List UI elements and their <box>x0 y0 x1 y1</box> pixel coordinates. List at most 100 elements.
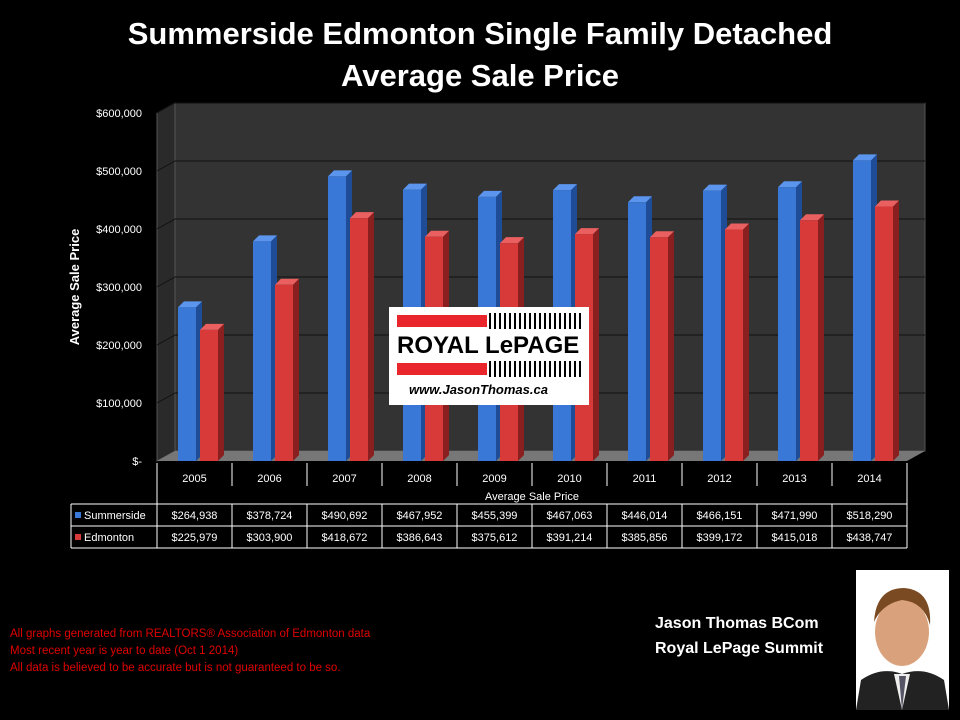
bar-side <box>293 278 299 461</box>
data-cell: $467,952 <box>397 510 443 522</box>
bar-summerside-2011 <box>628 202 646 461</box>
y-tick-label: $400,000 <box>96 224 142 236</box>
x-tick-label: 2007 <box>332 473 356 485</box>
gridline <box>156 276 925 288</box>
logo-url: www.JasonThomas.ca <box>409 382 548 397</box>
data-cell: $490,692 <box>322 510 368 522</box>
y-tick-label: $200,000 <box>96 340 142 352</box>
bar-side <box>668 231 674 461</box>
logo-barcode-top <box>489 313 583 329</box>
data-cell: $455,399 <box>472 510 518 522</box>
x-tick-label: 2008 <box>407 473 431 485</box>
x-tick-label: 2010 <box>557 473 581 485</box>
royal-lepage-logo: ROYAL LePAGE www.JasonThomas.ca <box>389 307 589 405</box>
bar-side <box>893 200 899 461</box>
data-cell: $264,938 <box>172 510 218 522</box>
bar-top <box>425 230 449 237</box>
bar-summerside-2014 <box>853 160 871 462</box>
note-1: All graphs generated from REALTORS® Asso… <box>10 628 371 640</box>
bar-top <box>403 183 427 190</box>
x-tick-label: 2013 <box>782 473 806 485</box>
note-3: All data is believed to be accurate but … <box>10 662 341 674</box>
agent-photo <box>856 570 949 710</box>
bar-top <box>725 223 749 230</box>
x-axis-label: Average Sale Price <box>485 491 579 503</box>
bar-top <box>500 237 524 244</box>
gridline <box>156 160 925 172</box>
bar-top <box>478 190 502 197</box>
x-tick-label: 2005 <box>182 473 206 485</box>
y-tick-label: $600,000 <box>96 108 142 120</box>
bar-top <box>200 323 224 330</box>
data-cell: $518,290 <box>847 510 893 522</box>
bar-top <box>875 200 899 207</box>
bar-edmonton-2007 <box>350 218 368 461</box>
logo-red-bar-top <box>397 315 487 327</box>
bar-edmonton-2013 <box>800 220 818 461</box>
data-cell: $225,979 <box>172 532 218 544</box>
logo-brand: ROYAL LePAGE <box>397 332 580 359</box>
y-axis-label: Average Sale Price <box>67 229 82 346</box>
legend-label: Summerside <box>84 510 146 522</box>
data-cell: $386,643 <box>397 532 443 544</box>
data-cell: $399,172 <box>697 532 743 544</box>
bar-summerside-2006 <box>253 241 271 461</box>
bar-top <box>650 231 674 238</box>
agent-name: Jason Thomas BCom <box>655 615 819 632</box>
bar-top <box>328 170 352 177</box>
bar-edmonton-2012 <box>725 229 743 461</box>
note-2: Most recent year is year to date (Oct 1 … <box>10 645 239 657</box>
chart-subtitle: Average Sale Price <box>340 58 620 93</box>
data-cell: $391,214 <box>547 532 593 544</box>
y-tick-label: $300,000 <box>96 282 142 294</box>
data-cell: $385,856 <box>622 532 668 544</box>
bar-top <box>800 214 824 221</box>
data-cell: $446,014 <box>622 510 668 522</box>
bar-summerside-2012 <box>703 190 721 461</box>
data-cell: $375,612 <box>472 532 518 544</box>
bar-summerside-2005 <box>178 307 196 461</box>
bar-side <box>818 214 824 461</box>
legend-swatch <box>75 534 81 540</box>
bar-top <box>553 184 577 191</box>
data-cell: $415,018 <box>772 532 818 544</box>
logo-red-bar-bottom <box>397 363 487 375</box>
bar-edmonton-2005 <box>200 329 218 461</box>
data-cell: $303,900 <box>247 532 293 544</box>
x-tick-label: 2006 <box>257 473 281 485</box>
bar-top <box>853 154 877 161</box>
data-cell: $418,672 <box>322 532 368 544</box>
legend-swatch <box>75 512 81 518</box>
data-cell: $467,063 <box>547 510 593 522</box>
gridline <box>156 102 925 114</box>
bar-top <box>178 301 202 308</box>
legend-label: Edmonton <box>84 532 134 544</box>
bar-top <box>575 228 599 235</box>
gridline <box>156 334 925 346</box>
x-tick-label: 2014 <box>857 473 881 485</box>
bar-summerside-2013 <box>778 187 796 462</box>
bar-top <box>350 212 374 219</box>
bar-top <box>628 196 652 203</box>
bar-edmonton-2006 <box>275 284 293 461</box>
bar-side <box>593 228 599 461</box>
bar-top <box>778 181 802 188</box>
bar-side <box>218 323 224 461</box>
bar-edmonton-2011 <box>650 237 668 461</box>
gridline <box>156 218 925 230</box>
x-tick-label: 2012 <box>707 473 731 485</box>
x-tick-label: 2009 <box>482 473 506 485</box>
agent-company: Royal LePage Summit <box>655 640 824 657</box>
bar-top <box>253 235 277 242</box>
data-cell: $471,990 <box>772 510 818 522</box>
bar-edmonton-2014 <box>875 206 893 461</box>
data-cell: $466,151 <box>697 510 743 522</box>
data-cell: $438,747 <box>847 532 893 544</box>
bar-side <box>368 212 374 461</box>
gridline <box>156 392 925 404</box>
y-tick-label: $500,000 <box>96 166 142 178</box>
x-tick-label: 2011 <box>633 473 657 485</box>
bar-top <box>275 278 299 285</box>
